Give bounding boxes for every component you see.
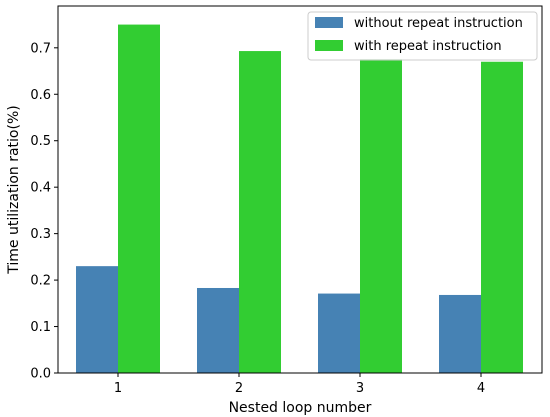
- y-tick-label: 0.4: [30, 181, 51, 196]
- legend-label-with-repeat: with repeat instruction: [354, 39, 502, 54]
- bar-with-repeat-1: [118, 24, 160, 374]
- bar-with-repeat-3: [360, 58, 402, 373]
- y-tick-label: 0.0: [30, 367, 51, 382]
- x-tick-label: 2: [235, 381, 243, 396]
- legend-swatch-with-repeat: [315, 40, 343, 51]
- y-tick-label: 0.7: [30, 41, 51, 56]
- legend-frame: [307, 11, 538, 61]
- y-tick-label: 0.2: [30, 274, 51, 289]
- bar-with-repeat-2: [239, 51, 281, 374]
- bar-without-repeat-2: [197, 287, 239, 373]
- y-tick-label: 0.1: [30, 320, 51, 335]
- x-tick-label: 1: [114, 381, 122, 396]
- x-tick-label: 4: [477, 381, 485, 396]
- y-tick-label: 0.6: [30, 88, 51, 103]
- bar-without-repeat-1: [76, 266, 118, 373]
- y-tick-label: 0.3: [30, 227, 51, 242]
- legend-label-without-repeat: without repeat instruction: [354, 16, 523, 31]
- plot-frame: [57, 5, 543, 374]
- bar-with-repeat-4: [481, 61, 523, 374]
- x-axis-ticks: 1 2 3 4: [114, 373, 485, 396]
- bar-without-repeat-4: [439, 294, 481, 373]
- legend: without repeat instruction with repeat i…: [307, 11, 538, 61]
- x-tick-label: 3: [356, 381, 364, 396]
- y-axis-ticks: 0.0 0.1 0.2 0.3 0.4 0.5 0.6 0.7: [30, 41, 58, 382]
- legend-swatch-without-repeat: [315, 17, 343, 28]
- y-tick-label: 0.5: [30, 134, 51, 149]
- bars-group: [76, 24, 523, 374]
- y-axis-label: Time utilization ratio(%): [6, 105, 22, 274]
- bar-without-repeat-3: [318, 293, 360, 373]
- x-axis-label: Nested loop number: [229, 400, 372, 416]
